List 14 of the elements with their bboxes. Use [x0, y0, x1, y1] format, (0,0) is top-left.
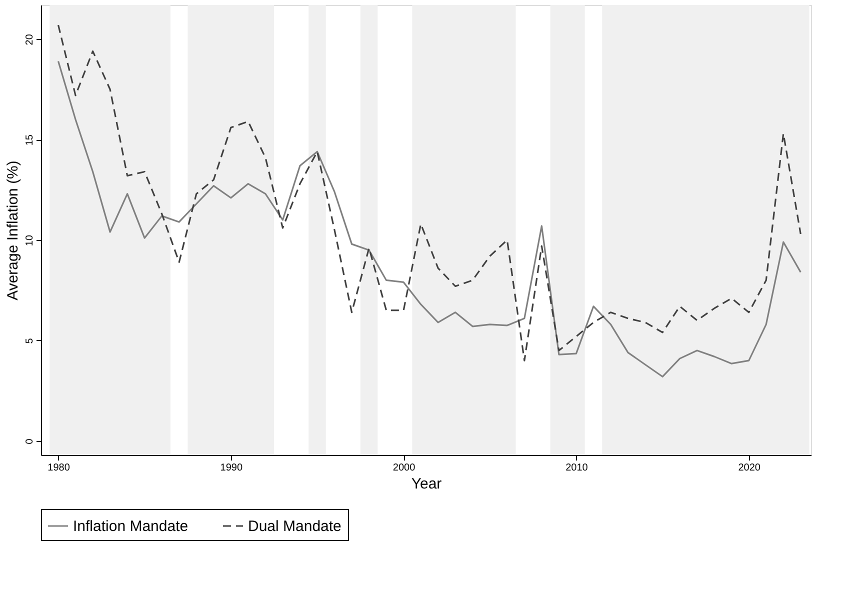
x-tick-label: 2020 [738, 462, 761, 474]
y-tick-label: 10 [24, 234, 36, 246]
legend-label: Inflation Mandate [73, 518, 188, 535]
y-tick-label: 15 [24, 134, 36, 146]
x-tick-label: 1990 [220, 462, 243, 474]
y-tick-label: 5 [24, 338, 36, 344]
legend-label: Dual Mandate [248, 518, 342, 535]
y-axis-title: Average Inflation (%) [4, 160, 22, 300]
x-axis-title: Year [411, 476, 442, 492]
y-tick-label: 0 [24, 438, 36, 444]
x-tick-label: 2010 [566, 462, 588, 474]
x-tick-label: 1980 [48, 462, 70, 474]
x-tick-label: 2000 [392, 462, 416, 474]
y-tick-label: 20 [24, 34, 36, 46]
